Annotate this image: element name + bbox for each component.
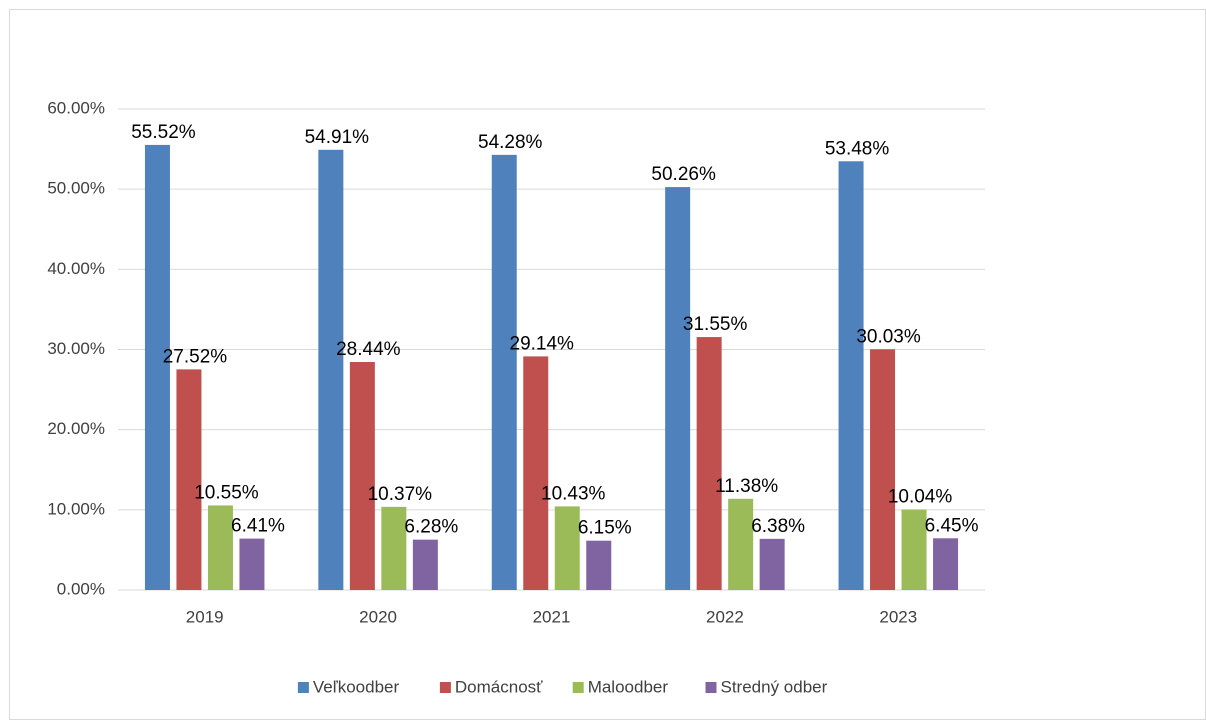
data-label: 50.26% — [651, 164, 716, 185]
data-label: 10.43% — [541, 483, 606, 504]
legend-label: Maloodber — [588, 677, 669, 696]
bar — [665, 187, 691, 590]
bar — [586, 540, 612, 590]
data-label: 6.15% — [578, 518, 632, 539]
bar — [207, 505, 233, 590]
data-label: 28.44% — [336, 339, 401, 360]
bar — [523, 356, 549, 590]
y-tick-label: 30.00% — [47, 339, 105, 358]
bar — [349, 362, 375, 590]
bar — [838, 161, 864, 590]
bar — [239, 538, 265, 590]
bar — [933, 538, 959, 590]
y-tick-label: 40.00% — [47, 259, 105, 278]
data-label: 54.91% — [305, 127, 370, 148]
bar — [144, 144, 170, 590]
chart-border — [9, 9, 1206, 720]
x-tick-label: 2023 — [879, 607, 917, 626]
bar — [318, 149, 344, 590]
bar — [554, 506, 580, 590]
y-tick-label: 10.00% — [47, 499, 105, 518]
bar — [870, 349, 896, 590]
data-label: 6.38% — [751, 516, 805, 537]
bar — [176, 369, 202, 590]
data-label: 6.28% — [404, 517, 458, 538]
data-label: 6.41% — [231, 516, 285, 537]
bar — [901, 509, 927, 590]
bar — [412, 539, 438, 590]
bar — [381, 506, 407, 590]
data-label: 29.14% — [510, 333, 575, 354]
data-label: 31.55% — [683, 314, 748, 335]
data-label: 27.52% — [163, 346, 228, 367]
bar — [728, 498, 754, 590]
data-label: 10.37% — [368, 484, 433, 505]
y-tick-label: 50.00% — [47, 179, 105, 198]
legend-swatch — [705, 682, 717, 693]
data-label: 53.48% — [825, 138, 890, 159]
legend-swatch — [439, 682, 451, 693]
data-label: 54.28% — [478, 132, 543, 153]
legend-label: Domácnosť — [455, 677, 543, 696]
x-tick-label: 2022 — [706, 607, 744, 626]
data-label: 11.38% — [715, 476, 778, 497]
data-label: 55.52% — [131, 122, 196, 143]
bar — [696, 337, 722, 590]
x-tick-label: 2020 — [359, 607, 397, 626]
x-tick-label: 2021 — [533, 607, 571, 626]
data-label: 10.04% — [888, 487, 953, 508]
x-tick-label: 2019 — [186, 607, 224, 626]
y-tick-label: 0.00% — [57, 579, 105, 598]
bar — [759, 538, 785, 590]
data-label: 6.45% — [925, 515, 979, 536]
data-label: 30.03% — [856, 326, 921, 347]
y-tick-label: 60.00% — [47, 98, 105, 117]
legend-swatch — [297, 682, 309, 693]
legend-label: Veľkoodber — [313, 677, 400, 696]
data-label: 10.55% — [194, 482, 259, 503]
legend-label: Stredný odber — [721, 677, 828, 696]
bar — [491, 154, 517, 590]
legend-swatch — [572, 682, 584, 693]
y-tick-label: 20.00% — [47, 419, 105, 438]
